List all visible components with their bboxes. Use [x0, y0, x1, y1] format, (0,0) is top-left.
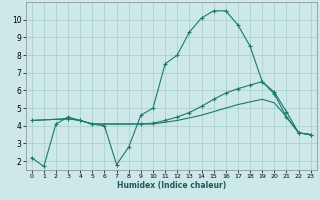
X-axis label: Humidex (Indice chaleur): Humidex (Indice chaleur) [116, 181, 226, 190]
